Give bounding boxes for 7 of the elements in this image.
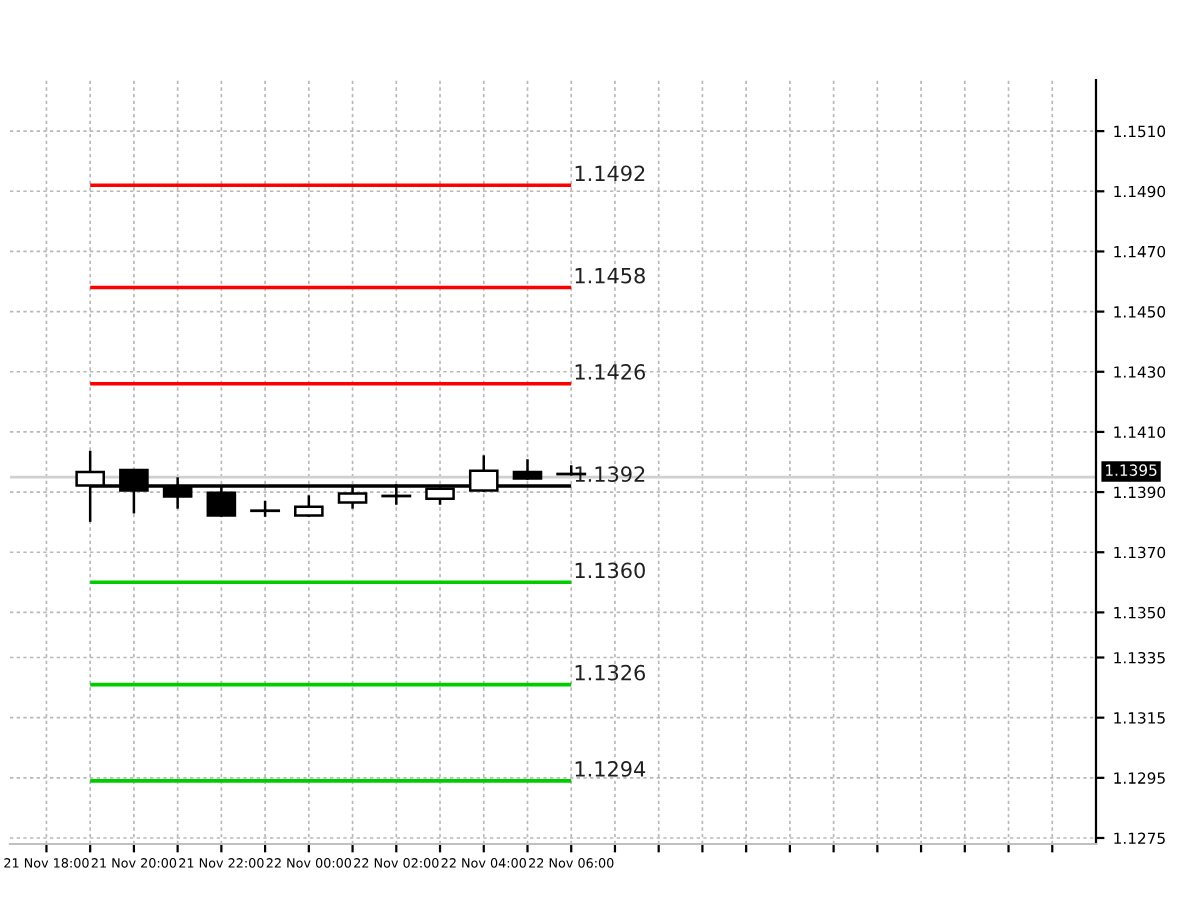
ref-line-label: 1.1426 [575,364,645,380]
ref-line-label: 1.1392 [575,466,645,483]
ref-line-label: 1.1326 [575,664,645,681]
ref-line-label: 1.1492 [575,165,645,182]
ref-line-label: 1.1360 [575,562,645,579]
ref-line-label: 1.1458 [575,267,645,284]
ref-line-label: 1.1294 [575,761,646,777]
